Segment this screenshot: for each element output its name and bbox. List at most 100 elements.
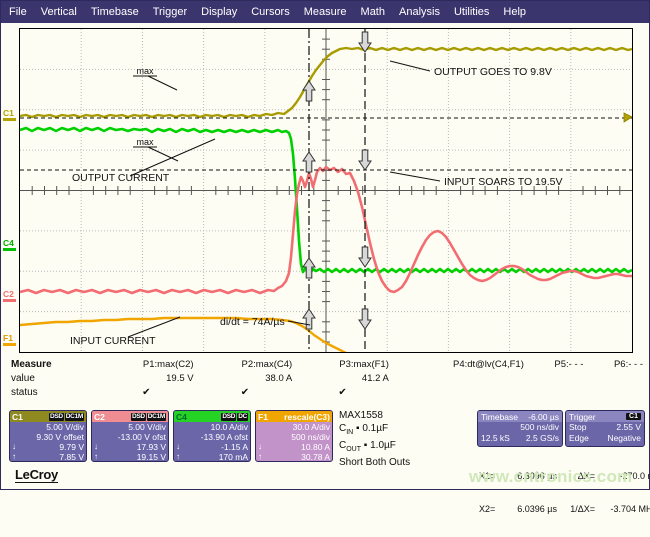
menu-item-vertical[interactable]: Vertical <box>40 6 77 18</box>
channel-descriptor-c4-id: C4 <box>176 411 187 422</box>
measure-value-p6 <box>585 371 645 385</box>
leader-output-goes <box>389 60 431 72</box>
channel-descriptor-c2-header: C2 DSD DC1M <box>92 411 168 422</box>
menu-item-math[interactable]: Math <box>360 6 385 18</box>
oscilloscope-screen: File Vertical Timebase Trigger Display C… <box>0 0 650 514</box>
measure-value-p5 <box>526 371 586 385</box>
cursor-readout-row-2: X2= 6.0396 µs 1/ΔX= -3.704 MHz <box>479 504 650 515</box>
cursor-handle-x1-c2 <box>302 151 316 173</box>
channel-c4-down-row: ↓ -1.15 A <box>174 442 250 452</box>
channel-c1-up-row: ↑ 7.85 V <box>10 452 86 461</box>
measure-row-label-value: value <box>11 372 35 384</box>
menu-item-help[interactable]: Help <box>503 6 527 18</box>
menu-item-measure[interactable]: Measure <box>303 6 347 18</box>
menu-bar: File Vertical Timebase Trigger Display C… <box>1 1 649 23</box>
trace-f1 <box>20 316 347 352</box>
channel-f1-down-row: ↓ 10.80 A <box>256 442 332 452</box>
cursor-dx-value: -270.0 ns <box>619 471 650 481</box>
channel-f1-down-value: 10.80 A <box>301 442 330 452</box>
output-current-label: OUTPUT CURRENT <box>72 172 170 184</box>
timebase-box[interactable]: Timebase -6.00 µs 500 ns/div 12.5 kS 2.5… <box>477 410 563 447</box>
channel-c1-badge-dsd: DSD <box>48 412 64 421</box>
channel-marker-c4-bar <box>3 248 16 251</box>
timebase-perdiv: 500 ns/div <box>520 422 559 432</box>
channel-marker-c2[interactable]: C2 <box>3 290 16 302</box>
measure-status-p6 <box>585 385 645 399</box>
timebase-delay: -6.00 µs <box>528 411 559 422</box>
input-current-label: INPUT CURRENT <box>70 335 156 347</box>
menu-item-analysis[interactable]: Analysis <box>399 6 440 18</box>
channel-marker-c1[interactable]: C1 <box>3 109 16 121</box>
channel-marker-c4[interactable]: C4 <box>3 239 16 251</box>
cursor-handle-x2-f1 <box>358 308 372 330</box>
cursor-x2-key: X2= <box>479 504 496 514</box>
max-label-c4: max <box>136 137 154 147</box>
input-soars-label: INPUT SOARS TO 19.5V <box>444 176 562 188</box>
arrow-up-icon: ↑ <box>176 452 180 461</box>
menu-item-display[interactable]: Display <box>201 6 238 18</box>
channel-c4-up-row: ↑ 170 mA <box>174 452 250 461</box>
measure-header-p6[interactable]: P6:- - - <box>613 358 643 370</box>
lecroy-logo: LeCroy <box>15 467 58 483</box>
channel-c4-badge-coupling: DC <box>237 412 248 421</box>
menu-item-timebase[interactable]: Timebase <box>90 6 139 18</box>
timebase-memory: 12.5 kS <box>481 433 510 443</box>
timebase-sampling-row: 12.5 kS 2.5 GS/s <box>478 433 562 444</box>
note-part-number: MAX1558 <box>339 410 383 421</box>
channel-marker-f1-label: F1 <box>3 333 13 343</box>
channel-descriptor-f1[interactable]: F1 rescale(C3) 30.0 A/div 500 ns/div ↓ 1… <box>255 410 333 462</box>
channel-descriptor-c4[interactable]: C4 DSD DC 10.0 A/div -13.90 A ofst ↓ -1.… <box>173 410 251 462</box>
menu-item-utilities[interactable]: Utilities <box>453 6 490 18</box>
note-condition: Short Both Outs <box>339 457 411 468</box>
channel-f1-up-value: 30.78 A <box>301 452 330 462</box>
arrow-down-icon: ↓ <box>12 442 16 451</box>
measure-header-p4[interactable]: P4:dt@lv(C4,F1) <box>452 358 524 370</box>
arrow-up-icon: ↑ <box>258 452 262 461</box>
note-cout: COUT ▪ 1.0µF <box>339 439 410 456</box>
channel-descriptor-c1[interactable]: C1 DSD DC1M 5.00 V/div 9.30 V offset ↓ 9… <box>9 410 87 462</box>
arrow-up-icon: ↑ <box>94 452 98 461</box>
measure-status-p2: ✔ <box>240 386 250 398</box>
trigger-mode-row: Stop 2.55 V <box>566 422 644 433</box>
channel-c2-scale: 5.00 V/div <box>128 422 166 432</box>
measure-header-p1[interactable]: P1:max(C2) <box>142 358 194 370</box>
leader-input-soars <box>389 171 441 182</box>
note-cin-val: ▪ 0.1µF <box>353 423 389 434</box>
channel-descriptor-c4-header: C4 DSD DC <box>174 411 250 422</box>
measure-header-p2[interactable]: P2:max(C4) <box>241 358 293 370</box>
channel-c2-badge-dsd: DSD <box>130 412 146 421</box>
leader-output-current <box>129 138 216 177</box>
channel-marker-f1[interactable]: F1 <box>3 334 16 346</box>
note-cin: CIN ▪ 0.1µF <box>339 422 410 439</box>
cursor-handle-x2-c4 <box>358 246 372 268</box>
channel-c1-down-row: ↓ 9.79 V <box>10 442 86 452</box>
menu-item-file[interactable]: File <box>9 6 27 18</box>
channel-marker-c1-bar <box>3 118 16 121</box>
menu-item-trigger[interactable]: Trigger <box>152 6 188 18</box>
measure-table: Measure P1:max(C2) P2:max(C4) P3:max(F1)… <box>9 357 645 405</box>
channel-marker-c4-label: C4 <box>3 238 14 248</box>
measure-value-p4 <box>391 371 526 385</box>
note-cout-val: ▪ 1.0µF <box>361 440 396 451</box>
menu-item-cursors[interactable]: Cursors <box>251 6 290 18</box>
trace-c1 <box>20 46 632 119</box>
measure-header-p3[interactable]: P3:max(F1) <box>339 358 389 370</box>
timebase-rate: 2.5 GS/s <box>525 433 559 443</box>
channel-c4-scale: 10.0 A/div <box>210 422 248 432</box>
channel-descriptor-c2[interactable]: C2 DSD DC1M 5.00 V/div -13.00 V ofst ↓ 1… <box>91 410 169 462</box>
waveform-graticule[interactable]: max max OUTPUT CURRENT INPUT CURRENT OUT… <box>19 28 633 353</box>
channel-c4-down-value: -1.15 A <box>221 442 248 452</box>
channel-c4-badge-dsd: DSD <box>221 412 237 421</box>
channel-c2-down-value: 17.93 V <box>136 442 166 452</box>
trigger-box[interactable]: Trigger C1 Stop 2.55 V Edge Negative <box>565 410 645 447</box>
channel-descriptor-c1-header: C1 DSD DC1M <box>10 411 86 422</box>
didt-label: di/dt = 74A/µs <box>220 316 285 328</box>
timebase-title: Timebase <box>481 411 519 422</box>
cursor-handle-x2-c2 <box>358 149 372 171</box>
watermark: www.cntronics.com <box>469 467 633 486</box>
trigger-header: Trigger C1 <box>566 411 644 422</box>
leader-input-current <box>127 316 181 338</box>
measure-header-p5[interactable]: P5:- - - <box>554 358 584 370</box>
annotation-layer: max max OUTPUT CURRENT INPUT CURRENT OUT… <box>20 29 632 352</box>
trigger-type-row: Edge Negative <box>566 433 644 444</box>
